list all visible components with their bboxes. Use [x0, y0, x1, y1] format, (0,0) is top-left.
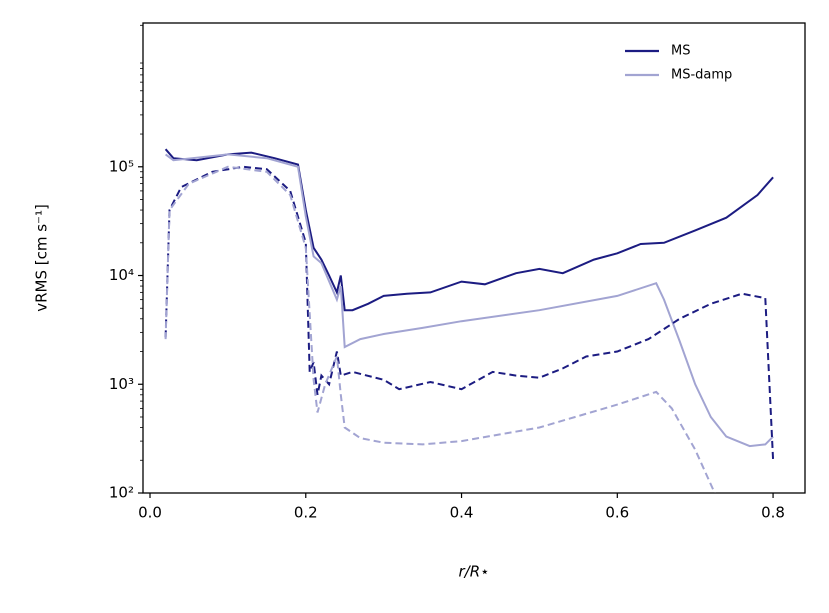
line-series [165, 153, 774, 448]
x-tick-label: 0.2 [294, 504, 318, 522]
line-series [164, 165, 716, 493]
legend-label: MS-damp [671, 68, 732, 83]
y-tick-label: 10⁵ [109, 157, 134, 175]
x-tick-label: 0.6 [605, 504, 629, 522]
line-series [164, 148, 774, 312]
x-tick-label: 0.4 [450, 504, 474, 522]
y-axis-label: vRMS [cm s⁻¹] [33, 204, 51, 312]
y-tick-label: 10³ [109, 375, 134, 393]
x-tick-label: 0.8 [761, 504, 785, 522]
x-tick-label: 0.0 [138, 504, 162, 522]
legend-label: MS [671, 44, 690, 59]
lines [164, 148, 775, 493]
y-tick-label: 10⁴ [109, 266, 134, 284]
x-axis-label: r/R⋆ [458, 563, 489, 581]
plot-frame [142, 22, 806, 494]
line-series [164, 165, 775, 461]
y-tick-label: 10² [109, 484, 134, 502]
